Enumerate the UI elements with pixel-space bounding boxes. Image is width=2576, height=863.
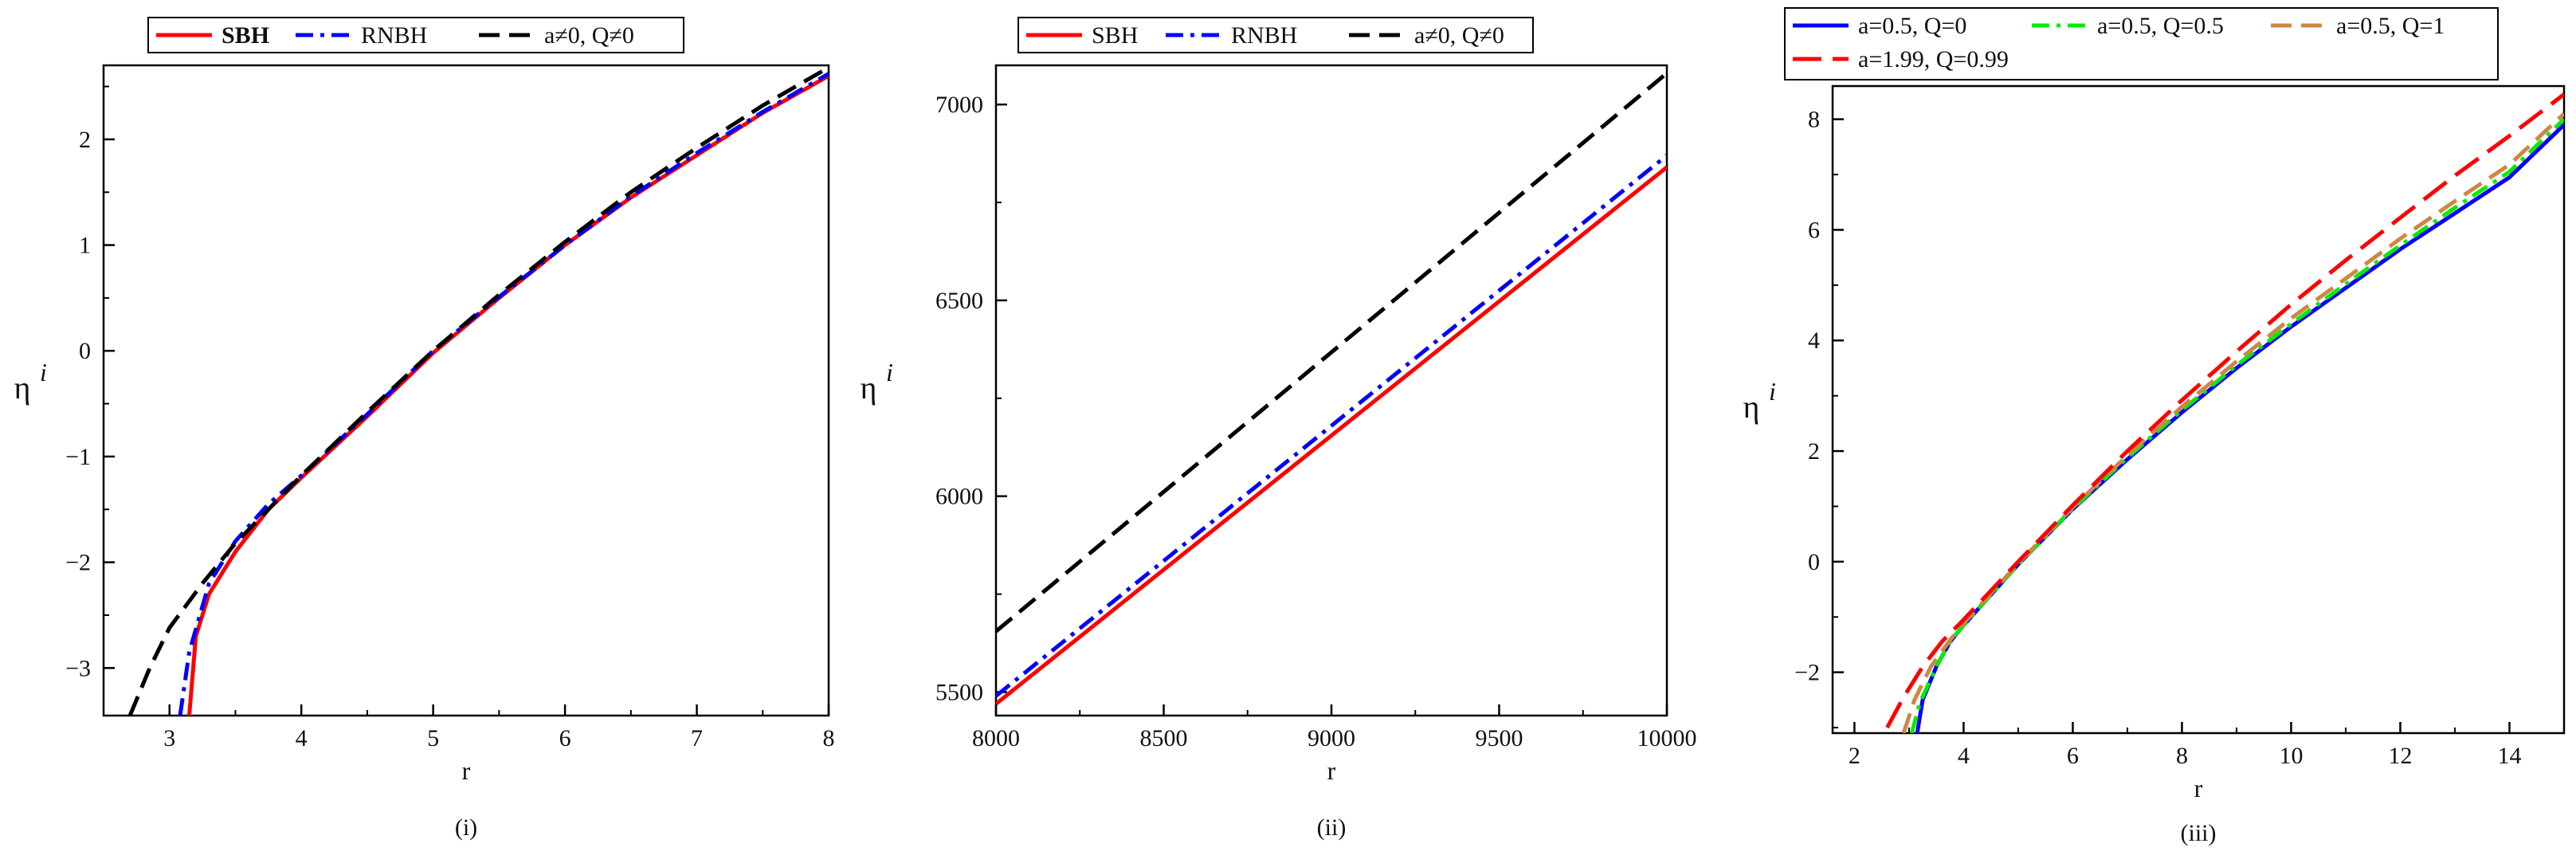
x-tick-label: 12 <box>2388 743 2412 769</box>
legend: SBH RNBH a≠0, Q≠0 <box>147 17 684 53</box>
y-tick-label: 6000 <box>935 484 983 510</box>
x-tick-label: 4 <box>1958 743 1970 769</box>
legend-entry-label: SBH <box>222 22 269 49</box>
x-tick-label: 6 <box>559 725 571 751</box>
series-line-2 <box>178 72 829 716</box>
panel-caption: (ii) <box>1317 814 1347 841</box>
legend-box <box>147 17 684 53</box>
y-tick-label: 8 <box>1808 107 1820 133</box>
y-tick-label: −2 <box>1794 660 1820 686</box>
x-tick-label: 4 <box>296 725 308 751</box>
legend: a=0.5, Q=0 a=0.5, Q=0.5 a=0.5, Q=1 a=1.99, … <box>1784 7 2499 80</box>
x-tick-label: 2 <box>1849 743 1860 769</box>
y-tick-label: 5500 <box>935 680 983 706</box>
y-axis-label: η <box>861 370 877 406</box>
x-axis-label: r <box>462 756 471 785</box>
series-group <box>996 71 1667 706</box>
y-tick-label: 4 <box>1808 328 1820 354</box>
series-line-3 <box>127 65 829 716</box>
y-tick-label: 1 <box>79 233 91 259</box>
y-tick-label: −2 <box>65 550 91 576</box>
legend-entry-label: a=0.5, Q=1 <box>2336 13 2445 39</box>
x-axis-label: r <box>2194 774 2203 802</box>
series-line-4 <box>1885 92 2564 729</box>
legend-box <box>1784 7 2499 80</box>
x-tick-label: 6 <box>2067 743 2079 769</box>
y-axis-label-superscript: i <box>40 358 47 386</box>
legend-entry-label: a≠0, Q≠0 <box>1414 22 1504 49</box>
legend-entry-label: a=0.5, Q=0.5 <box>2097 13 2224 39</box>
plot-frame <box>1831 84 2566 735</box>
x-tick-label: 8 <box>2176 743 2188 769</box>
legend-entry-label: RNBH <box>361 22 427 49</box>
x-tick-label: 9500 <box>1476 725 1523 751</box>
series-line-3 <box>996 71 1667 634</box>
legend-entry-label: a=1.99, Q=0.99 <box>1858 46 2009 73</box>
series-group <box>1885 92 2564 733</box>
x-tick-label: 5 <box>427 725 439 751</box>
chart-panel-1: 3 4 5 6 7 8 −3 −2 −1 0 1 2 r η i (i) SBH RNBH a≠0, Q≠0 <box>14 17 835 841</box>
y-tick-label: 2 <box>1808 438 1820 465</box>
x-axis-label: r <box>1327 756 1336 785</box>
y-axis-label: η <box>14 370 31 406</box>
panel-caption: (i) <box>455 814 477 841</box>
legend-box <box>1017 17 1534 53</box>
x-tick-label: 8 <box>823 725 835 751</box>
chart-panel-2: 8000 8500 9000 9500 10000 5500 6000 6500 7000 r η i… <box>861 17 1697 841</box>
y-tick-label: 6 <box>1808 217 1820 243</box>
y-tick-label: 0 <box>1808 549 1820 575</box>
x-tick-label: 7 <box>691 725 703 751</box>
y-axis-label-superscript: i <box>886 358 893 386</box>
legend-entry-label: SBH <box>1092 22 1138 49</box>
panel-caption: (iii) <box>2181 820 2217 846</box>
series-line-2 <box>1909 117 2564 733</box>
x-tick-label: 3 <box>163 725 175 751</box>
y-tick-label: 7000 <box>935 92 983 118</box>
x-tick-label: 8000 <box>972 725 1020 751</box>
legend-entry-label: a≠0, Q≠0 <box>544 22 634 49</box>
x-tick-label: 14 <box>2497 743 2521 769</box>
x-tick-label: 10000 <box>1637 725 1697 751</box>
series-group <box>127 65 829 716</box>
y-tick-label: 0 <box>79 338 91 364</box>
series-line-2 <box>996 154 1667 698</box>
legend-entry-label: a=0.5, Q=0 <box>1858 13 1966 39</box>
x-tick-label: 10 <box>2279 743 2303 769</box>
series-line-1 <box>1915 123 2564 733</box>
legend-entry-label: RNBH <box>1231 22 1297 49</box>
y-axis-label-superscript: i <box>1769 377 1776 406</box>
x-tick-label: 8500 <box>1140 725 1188 751</box>
series-line-1 <box>187 74 829 716</box>
y-tick-label: −3 <box>65 655 91 681</box>
y-tick-label: −1 <box>65 444 91 470</box>
plot-frame <box>102 64 830 717</box>
series-line-1 <box>996 165 1667 706</box>
y-tick-label: 6500 <box>935 288 983 314</box>
y-tick-label: 2 <box>79 127 91 153</box>
series-line-3 <box>1901 112 2564 733</box>
legend: SBH RNBH a≠0, Q≠0 <box>1017 17 1534 53</box>
y-axis-label: η <box>1743 389 1760 425</box>
plot-frame <box>994 64 1668 717</box>
x-tick-label: 9000 <box>1308 725 1355 751</box>
